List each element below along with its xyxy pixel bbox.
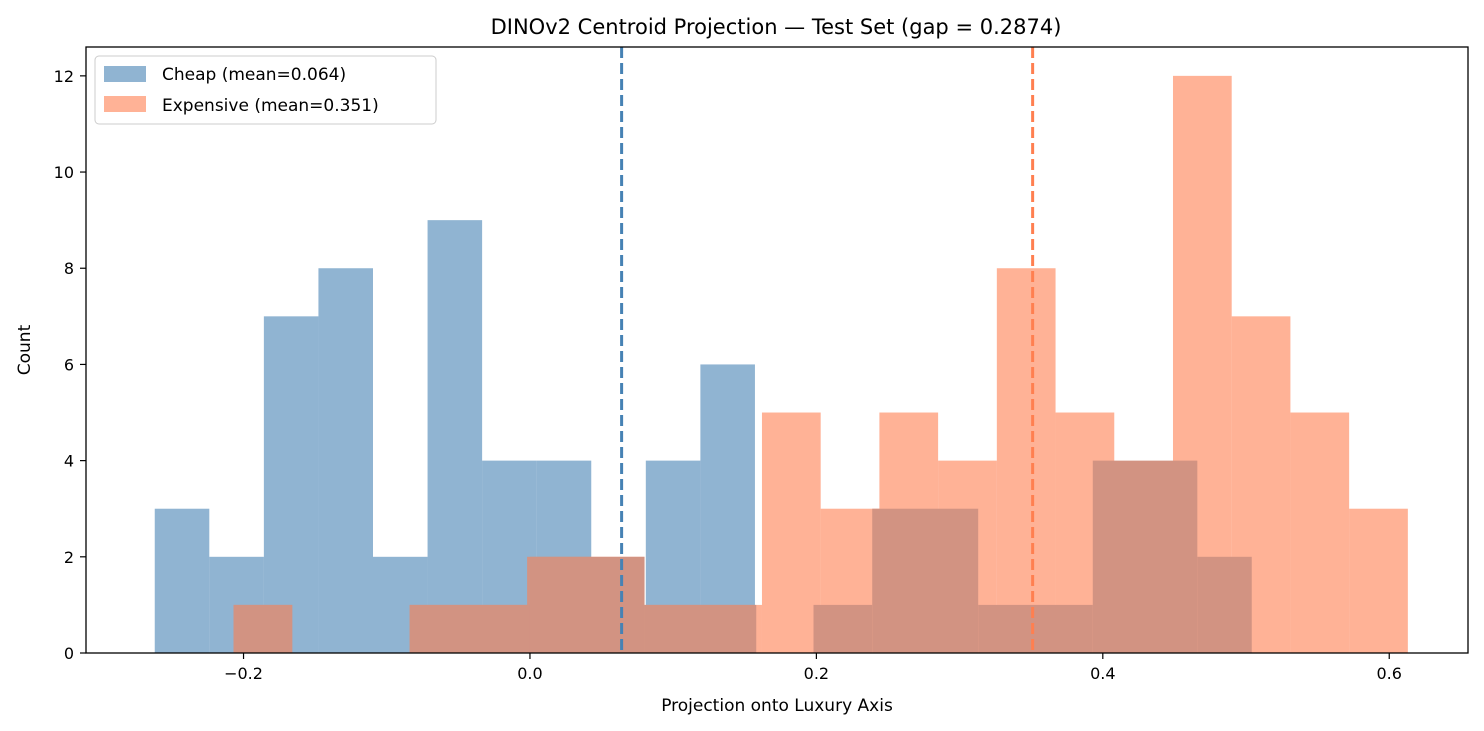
y-axis: 0 2 4 6 8 10 12: [54, 67, 86, 663]
y-tick-label: 10: [54, 163, 74, 182]
y-tick-label: 12: [54, 67, 74, 86]
overlap-bar: [1092, 460, 1198, 653]
overlap-bar: [813, 604, 873, 653]
legend: Cheap (mean=0.064) Expensive (mean=0.351…: [94, 55, 437, 125]
x-tick-label: 0.4: [1090, 664, 1115, 683]
chart-title: DINOv2 Centroid Projection — Test Set (g…: [491, 15, 1062, 39]
y-tick-label: 8: [64, 259, 74, 278]
overlap-bar: [1197, 556, 1252, 653]
overlap-bar: [978, 604, 1093, 653]
y-tick-label: 6: [64, 355, 74, 374]
x-axis-label: Projection onto Luxury Axis: [661, 696, 893, 716]
x-tick-label: 0.0: [517, 664, 542, 683]
legend-swatch-cheap: [104, 66, 146, 82]
bars-group: [154, 75, 1408, 654]
expensive-bar: [1290, 412, 1350, 653]
expensive-bar: [996, 268, 1056, 653]
legend-label-expensive: Expensive (mean=0.351): [162, 96, 379, 116]
overlap-bar: [409, 604, 530, 653]
expensive-bar: [1349, 508, 1408, 653]
y-tick-label: 0: [64, 644, 74, 663]
y-axis-label: Count: [15, 324, 35, 375]
cheap-bar: [427, 220, 483, 653]
cheap-bar: [318, 268, 373, 653]
legend-swatch-expensive: [104, 96, 146, 112]
y-tick-label: 2: [64, 548, 74, 567]
x-tick-label: −0.2: [224, 664, 263, 683]
plot-frame: [85, 46, 1469, 654]
cheap-bar: [154, 508, 210, 653]
x-tick-label: 0.2: [804, 664, 829, 683]
overlap-bar: [872, 508, 979, 653]
cheap-bar: [263, 316, 319, 653]
mean-lines-group: [620, 47, 1035, 653]
overlap-bar: [644, 604, 757, 653]
x-axis: −0.2 0.0 0.2 0.4 0.6: [224, 653, 1402, 683]
x-tick-label: 0.6: [1377, 664, 1402, 683]
overlap-bar: [529, 556, 645, 653]
legend-frame: [94, 55, 437, 125]
legend-label-cheap: Cheap (mean=0.064): [162, 65, 346, 85]
y-tick-label: 4: [64, 452, 74, 471]
overlap-bar: [233, 604, 293, 653]
expensive-bar: [761, 412, 821, 653]
